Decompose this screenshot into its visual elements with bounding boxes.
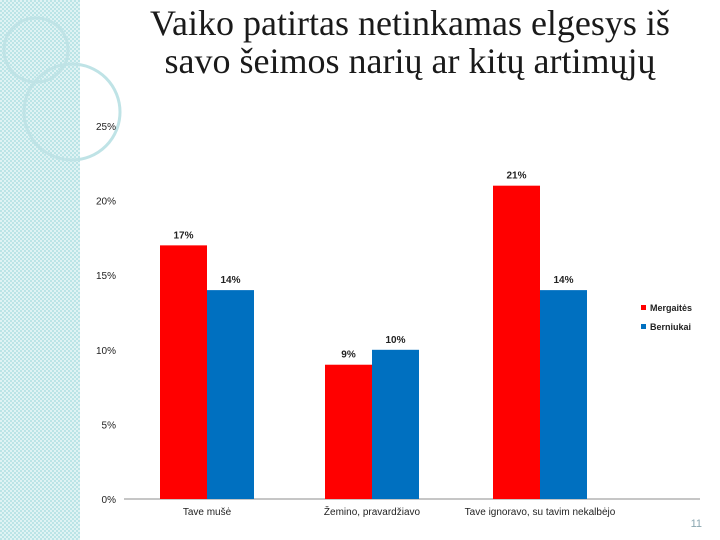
slide-title: Vaiko patirtas netinkamas elgesys iš sav… xyxy=(150,3,670,81)
bar-berniukai xyxy=(207,290,254,499)
decorative-circles xyxy=(2,16,122,162)
decor-circle-small xyxy=(2,16,70,84)
y-tick-label: 5% xyxy=(102,420,117,431)
bar-mergaites xyxy=(160,245,207,499)
data-label: 10% xyxy=(385,335,405,346)
bars: 17% 14% 9% 10% 21% 14% xyxy=(160,171,587,499)
data-label: 14% xyxy=(553,275,573,286)
y-tick-label: 10% xyxy=(96,346,116,357)
y-axis-ticks: 0% 5% 10% 15% 20% 25% xyxy=(96,122,116,506)
x-axis-labels: Tave mušė Žemino, pravardžiavo Tave ignora… xyxy=(183,505,616,518)
x-tick-label: Tave mušė xyxy=(183,507,232,518)
data-label: 21% xyxy=(506,171,526,182)
x-tick-label: Tave ignoravo, su tavim nekalbėjo xyxy=(465,507,616,518)
legend-swatch xyxy=(641,324,646,329)
data-label: 17% xyxy=(173,230,193,241)
y-tick-label: 25% xyxy=(96,122,116,133)
y-tick-label: 0% xyxy=(102,495,117,506)
y-tick-label: 15% xyxy=(96,271,116,282)
legend: Mergaitės Berniukai xyxy=(641,303,692,332)
legend-swatch xyxy=(641,305,646,310)
legend-label: Berniukai xyxy=(650,322,691,332)
legend-label: Mergaitės xyxy=(650,303,692,313)
bar-mergaites xyxy=(493,185,540,499)
bar-berniukai xyxy=(372,349,419,499)
decor-circle-large xyxy=(22,62,122,162)
data-label: 9% xyxy=(341,350,356,361)
bar-mergaites xyxy=(325,364,372,499)
y-tick-label: 20% xyxy=(96,197,116,208)
slide-number: 11 xyxy=(690,518,702,530)
x-tick-label: Žemino, pravardžiavo xyxy=(324,505,421,518)
bar-berniukai xyxy=(540,290,587,499)
data-label: 14% xyxy=(220,275,240,286)
decorative-side-strip xyxy=(0,0,80,540)
